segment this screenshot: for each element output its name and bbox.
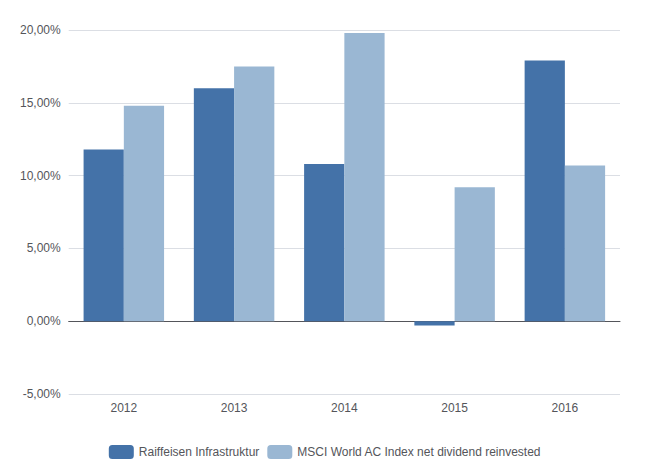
- svg-text:2013: 2013: [221, 401, 248, 415]
- svg-text:15,00%: 15,00%: [20, 96, 61, 110]
- svg-text:Raiffeisen Infrastruktur: Raiffeisen Infrastruktur: [139, 445, 260, 459]
- svg-text:10,00%: 10,00%: [20, 169, 61, 183]
- svg-text:0,00%: 0,00%: [27, 314, 61, 328]
- svg-text:2015: 2015: [441, 401, 468, 415]
- svg-text:2012: 2012: [110, 401, 137, 415]
- svg-text:20,00%: 20,00%: [20, 23, 61, 37]
- svg-text:2014: 2014: [331, 401, 358, 415]
- svg-text:MSCI World AC Index net divide: MSCI World AC Index net dividend reinves…: [297, 445, 540, 459]
- svg-text:2016: 2016: [552, 401, 579, 415]
- svg-text:5,00%: 5,00%: [27, 241, 61, 255]
- svg-text:-5,00%: -5,00%: [23, 387, 61, 401]
